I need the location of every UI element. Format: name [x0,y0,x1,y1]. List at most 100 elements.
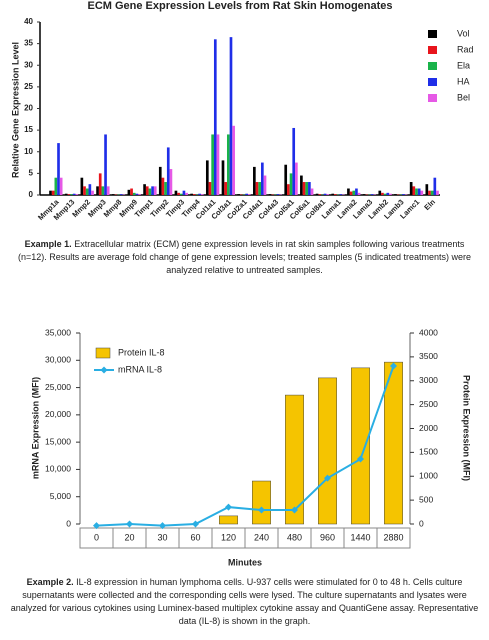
legend-label: Protein IL-8 [118,347,165,357]
bar [318,377,337,525]
legend-label: Bel [457,92,470,102]
bar [70,194,73,195]
bar [370,194,374,195]
yticks-label: 25,000 [45,382,71,392]
bar [80,177,84,195]
x-tick-label: 60 [190,532,200,542]
bar [200,194,204,195]
bar [315,193,319,195]
bar [104,134,107,195]
bar [289,173,293,195]
bar [389,193,392,195]
legend-label: mRNA IL-8 [118,364,162,374]
bar [75,194,79,195]
bar [219,515,238,525]
bar [295,162,298,195]
bar [339,194,343,195]
bar [88,184,92,195]
caption-text: Extracellular matrix (ECM) gene expressi… [18,239,471,275]
yticks-label: 20 [24,104,33,113]
bar [208,182,212,195]
bar [258,182,262,195]
bar [106,186,110,195]
bar [158,166,162,195]
bar [232,125,235,195]
bar [292,127,296,195]
line-marker [126,520,133,528]
yticks-label: 10,000 [45,464,71,474]
bar [161,177,165,195]
caption: Example 1. Extracellular matrix (ECM) ge… [10,238,479,277]
bar [177,192,180,195]
legend-swatch [428,30,437,38]
legend-swatch [428,62,437,70]
y2-axis-label: Protein Expression (MFI) [462,375,472,481]
bar [383,193,387,195]
bar [143,184,146,195]
bar [119,194,123,195]
bar [287,184,290,195]
bar [229,37,233,196]
bar [151,186,154,195]
bar [237,194,241,195]
bar [127,189,131,195]
bar [221,160,225,195]
y2ticks-label: 500 [419,494,433,504]
bar [425,184,429,195]
bar [318,194,322,195]
yticks-label: 15,000 [45,436,71,446]
bar [402,194,405,195]
bar [417,188,421,195]
caption-label: Example 2. [26,577,74,587]
x-tick-label: 30 [157,532,167,542]
yticks-label: 30 [24,60,33,69]
yticks-label: 35 [24,39,33,48]
bar [59,177,63,195]
yticks-label: 30,000 [45,355,71,365]
yticks-label: 0 [29,190,34,199]
bar [308,182,311,195]
bar [185,192,188,195]
bar [85,188,89,195]
bar [331,193,335,195]
caption-label: Example 1. [24,239,72,249]
bar [166,147,170,195]
legend-label: Vol [457,28,470,38]
bar [394,194,397,195]
bar [138,194,141,195]
line-marker [357,455,364,463]
bar [310,188,314,195]
yticks-label: 10 [24,147,33,156]
bar [334,194,337,195]
bar [190,193,193,195]
bar [91,190,94,195]
legend-swatch [95,347,111,359]
bar [145,186,149,195]
line-marker [159,522,166,530]
bar [213,39,217,195]
bar [326,194,330,195]
bar [83,186,86,195]
legend-swatch [428,46,437,54]
yticks-label: 5 [29,168,34,177]
bar [305,182,309,195]
bar [132,192,136,195]
legend-swatch [428,78,437,86]
bar [347,188,350,195]
bar [111,194,115,195]
bar [153,186,157,195]
bar [349,191,353,195]
bar [381,192,384,195]
y2ticks-label: 2500 [419,399,438,409]
bar [362,194,366,195]
yticks-label: 40 [24,17,33,26]
legend-label: Rad [457,44,474,54]
bar [247,194,251,195]
x-tick-label: 0 [94,532,99,542]
bar [245,193,248,195]
yticks-label: 5,000 [50,491,72,501]
bar [323,193,327,195]
bar [433,177,437,195]
x-tick-label: 1440 [350,532,370,542]
bar [436,190,439,195]
